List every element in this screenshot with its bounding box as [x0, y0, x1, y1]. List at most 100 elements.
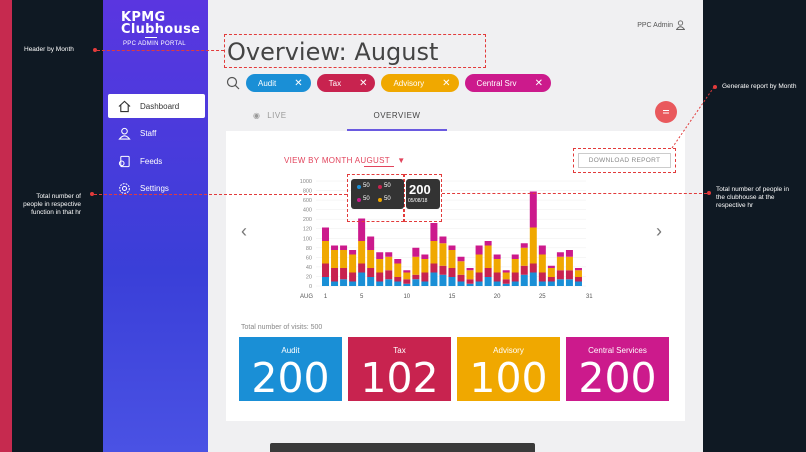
bar-segment-central[interactable] [538, 245, 546, 255]
bar-segment-audit[interactable] [439, 274, 447, 286]
bar-segment-central[interactable] [412, 247, 420, 257]
chevron-right-icon[interactable]: › [656, 221, 662, 241]
bar-segment-tax[interactable] [403, 279, 411, 284]
bar-segment-central[interactable] [484, 241, 492, 246]
bar-segment-tax[interactable] [511, 272, 519, 282]
bar-segment-central[interactable] [430, 223, 438, 241]
bar-segment-central[interactable] [511, 254, 519, 260]
bar-segment-audit[interactable] [475, 281, 483, 287]
close-icon[interactable]: ✕ [359, 77, 368, 89]
bar-segment-audit[interactable] [457, 281, 465, 287]
bar-segment-advisory[interactable] [376, 259, 384, 273]
bar-segment-audit[interactable] [529, 272, 537, 287]
bar-segment-audit[interactable] [403, 283, 411, 286]
bar-segment-tax[interactable] [331, 268, 339, 282]
bar-segment-advisory[interactable] [322, 241, 329, 264]
bar-segment-audit[interactable] [394, 281, 402, 287]
bar-segment-audit[interactable] [574, 281, 582, 287]
bar-segment-central[interactable] [457, 256, 465, 262]
bar-segment-advisory[interactable] [547, 268, 555, 277]
bar-segment-tax[interactable] [358, 263, 366, 273]
bar-segment-advisory[interactable] [340, 250, 348, 268]
bar-segment-audit[interactable] [376, 281, 384, 287]
bar-segment-audit[interactable] [502, 283, 510, 286]
bar-segment-advisory[interactable] [556, 256, 564, 271]
bar-segment-tax[interactable] [394, 277, 402, 282]
bar-segment-audit[interactable] [520, 274, 528, 286]
bar-segment-advisory[interactable] [493, 259, 501, 273]
user-menu[interactable]: PPC Admin [637, 20, 685, 30]
stat-card-central[interactable]: Central Services 200 [566, 337, 669, 401]
search-icon[interactable] [226, 76, 240, 90]
bar-segment-tax[interactable] [502, 279, 510, 284]
bar-segment-advisory[interactable] [457, 261, 465, 275]
bar-segment-audit[interactable] [466, 283, 474, 286]
chevron-left-icon[interactable]: ‹ [241, 221, 247, 241]
sidebar-item-settings[interactable]: Settings [108, 177, 205, 201]
bar-segment-tax[interactable] [556, 270, 564, 280]
tab-overview[interactable]: OVERVIEW [347, 111, 447, 131]
bar-segment-central[interactable] [403, 270, 411, 273]
bar-segment-tax[interactable] [538, 272, 546, 282]
bar-segment-audit[interactable] [448, 277, 456, 286]
bar-segment-tax[interactable] [349, 272, 357, 282]
bar-segment-advisory[interactable] [403, 272, 411, 280]
close-icon[interactable]: ✕ [294, 77, 303, 89]
bar-segment-audit[interactable] [385, 279, 393, 286]
stat-card-advisory[interactable]: Advisory 100 [457, 337, 560, 401]
bar-segment-central[interactable] [466, 268, 474, 271]
bar-segment-central[interactable] [502, 270, 510, 273]
sidebar-item-dashboard[interactable]: Dashboard [108, 94, 205, 118]
bar-segment-tax[interactable] [322, 263, 329, 278]
bar-segment-central[interactable] [475, 245, 483, 255]
bar-segment-audit[interactable] [538, 281, 546, 287]
bar-segment-central[interactable] [565, 250, 573, 257]
bar-segment-audit[interactable] [430, 272, 438, 287]
bar-segment-tax[interactable] [529, 263, 537, 273]
bar-segment-central[interactable] [421, 254, 429, 260]
bar-segment-tax[interactable] [385, 270, 393, 280]
filter-chip-audit[interactable]: Audit ✕ [246, 74, 311, 92]
bar-segment-tax[interactable] [430, 263, 438, 273]
bar-segment-tax[interactable] [484, 268, 492, 277]
bar-segment-tax[interactable] [367, 268, 375, 277]
bar-segment-central[interactable] [340, 245, 348, 251]
bar-segment-central[interactable] [556, 252, 564, 257]
bar-segment-advisory[interactable] [430, 241, 438, 264]
bar-segment-central[interactable] [439, 236, 447, 244]
bar-segment-tax[interactable] [520, 265, 528, 275]
bar-segment-audit[interactable] [493, 281, 501, 287]
bar-segment-central[interactable] [331, 245, 339, 251]
stat-card-audit[interactable]: Audit 200 [239, 337, 342, 401]
bar-segment-central[interactable] [448, 245, 456, 251]
bar-segment-advisory[interactable] [439, 243, 447, 266]
view-by-dropdown[interactable]: VIEW BY MONTH AUGUST ▼ [284, 156, 406, 165]
bar-segment-advisory[interactable] [385, 256, 393, 271]
bar-segment-tax[interactable] [376, 272, 384, 282]
download-report-button[interactable]: DOWNLOAD REPORT [578, 153, 671, 168]
bar-segment-advisory[interactable] [529, 227, 537, 264]
chat-button[interactable] [655, 101, 677, 123]
filter-chip-central[interactable]: Central Srv ✕ [464, 74, 551, 92]
bar-segment-advisory[interactable] [475, 254, 483, 273]
stat-card-tax[interactable]: Tax 102 [348, 337, 451, 401]
bar-segment-tax[interactable] [457, 274, 465, 282]
bar-segment-audit[interactable] [565, 279, 573, 286]
bar-segment-audit[interactable] [511, 281, 519, 287]
bar-segment-advisory[interactable] [502, 272, 510, 280]
filter-chip-advisory[interactable]: Advisory ✕ [381, 74, 459, 92]
sidebar-item-staff[interactable]: Staff [108, 122, 205, 146]
bar-segment-advisory[interactable] [448, 250, 456, 268]
bar-segment-audit[interactable] [367, 277, 375, 286]
bar-segment-advisory[interactable] [466, 270, 474, 280]
bar-segment-central[interactable] [385, 252, 393, 257]
bar-segment-tax[interactable] [547, 277, 555, 282]
bar-segment-tax[interactable] [466, 279, 474, 284]
bar-segment-central[interactable] [547, 265, 555, 268]
bar-segment-tax[interactable] [340, 268, 348, 280]
bar-segment-audit[interactable] [412, 279, 420, 286]
close-icon[interactable]: ✕ [442, 77, 451, 89]
bar-segment-advisory[interactable] [358, 241, 366, 264]
bar-segment-tax[interactable] [475, 272, 483, 282]
bar-segment-tax[interactable] [421, 272, 429, 282]
